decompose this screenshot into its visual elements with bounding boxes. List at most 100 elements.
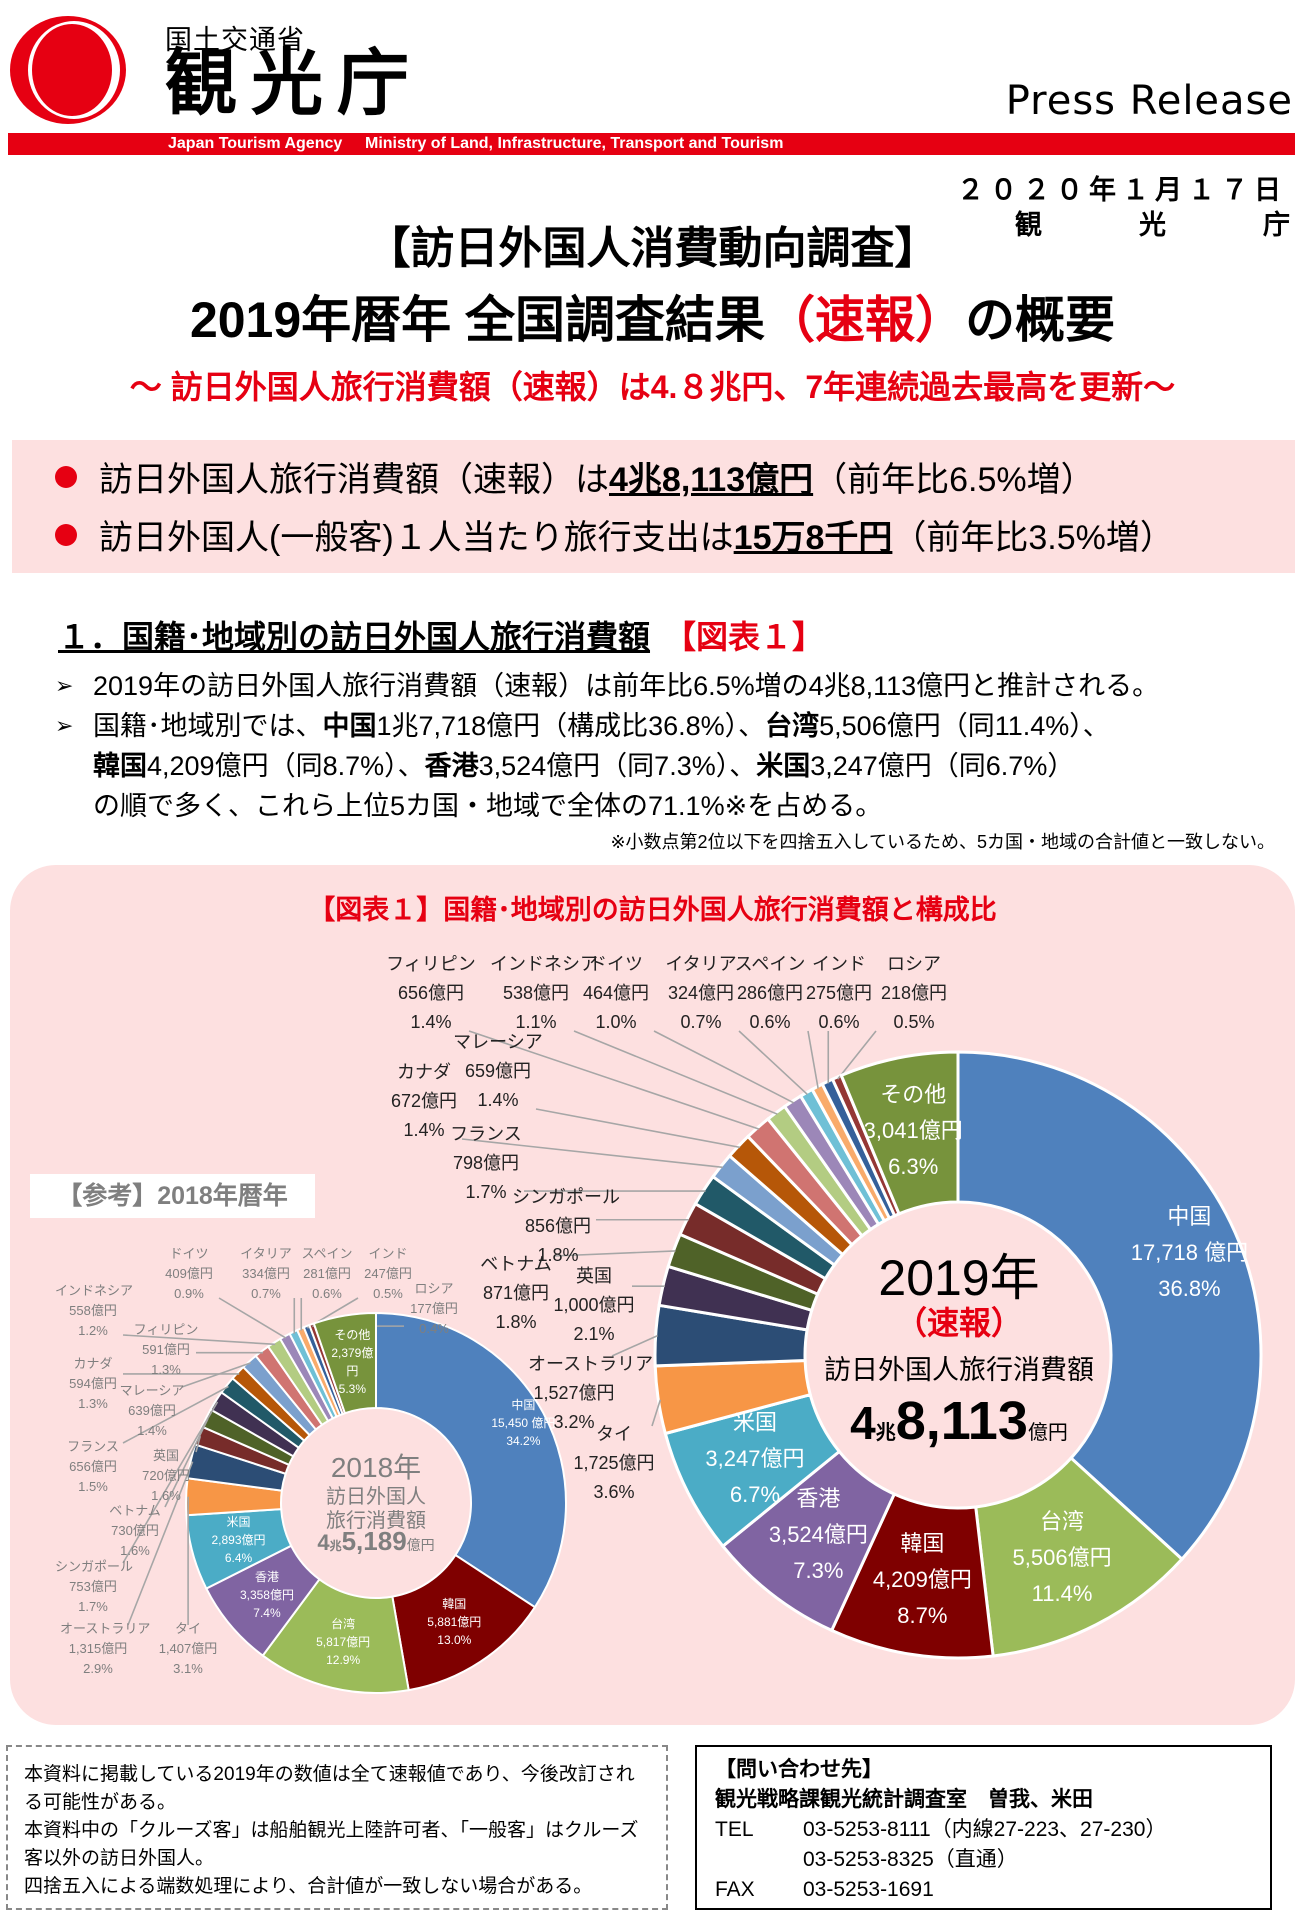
slice-label-name: カナダ bbox=[73, 1356, 113, 1371]
highlight-item: 訪日外国人(一般客)１人当たり旅行支出は 15万8千円 （前年比3.5%増） bbox=[55, 510, 1174, 559]
slice-label-amount: 730億円 bbox=[111, 1523, 159, 1538]
note-line: 本資料に掲載している2019年の数値は全て速報値であり、今後改訂される可能性があ… bbox=[24, 1764, 635, 1813]
slice-label-pct-label: 8.7% bbox=[897, 1603, 948, 1629]
slice-label-amount: 3,358億円 bbox=[239, 1587, 294, 1602]
slice-label: 英国 720億円 1.6% bbox=[128, 1446, 204, 1506]
slice-label-amount: 591億円 bbox=[142, 1342, 190, 1357]
slice-label-name: 香港 bbox=[796, 1486, 841, 1512]
slice-label-name: シンガポール bbox=[55, 1559, 134, 1574]
slice-label-amount: 464億円 bbox=[582, 983, 650, 1003]
slice-label: ドイツ 409億円 0.9% bbox=[151, 1244, 227, 1304]
slice-label-pct-label: 1.6% bbox=[120, 1543, 150, 1558]
slice-label: 英国 1,000億円 2.1% bbox=[548, 1262, 640, 1349]
slice-label-amount: 218億円 bbox=[880, 983, 948, 1003]
slice-label: ベトナム 730億円 1.6% bbox=[97, 1501, 173, 1561]
center-label-2018: 旅行消費額 bbox=[326, 1510, 426, 1532]
slice-label-pct-label: 1.1% bbox=[515, 1012, 557, 1032]
slice-label: 米国 2,893億円 6.4% bbox=[211, 1513, 265, 1567]
slice-label-amount: 15,450 億円 bbox=[491, 1416, 556, 1431]
slice-label-name: オーストラリア bbox=[528, 1354, 654, 1374]
center-total-2019: 4兆8,113億円 bbox=[850, 1390, 1068, 1452]
slice-label-name: フランス bbox=[67, 1439, 119, 1454]
highlight-value: 4兆8,113億円 bbox=[609, 461, 814, 499]
slice-label-name: 台湾 bbox=[1040, 1508, 1085, 1534]
bullet-text: 国籍･地域別では、中国1兆7,718億円（構成比36.8%）、台湾5,506億円… bbox=[93, 706, 1285, 826]
slice-label: インド 275億円 0.6% bbox=[793, 950, 885, 1037]
jta-logo bbox=[10, 16, 126, 124]
slice-label-name: インド bbox=[368, 1246, 408, 1261]
title-text: の概要 bbox=[965, 292, 1116, 348]
issuer-char: 庁 bbox=[1263, 210, 1290, 240]
note-line: 本資料中の「クルーズ客」は船舶観光上陸許可者、「一般客」はクルーズ客以外の訪日外… bbox=[24, 1820, 639, 1869]
center-preliminary: （速報） bbox=[894, 1305, 1024, 1341]
slice-label: ロシア 177億円 0.4% bbox=[396, 1279, 472, 1339]
slice-label: スペイン 286億円 0.6% bbox=[724, 950, 816, 1037]
page-title: 2019年暦年 全国調査結果（速報）の概要 bbox=[0, 280, 1305, 352]
slice-label-amount: 1,527億円 bbox=[533, 1383, 615, 1403]
slice-label-pct-label: 6.7% bbox=[729, 1481, 781, 1507]
slice-label-pct-label: 3.1% bbox=[173, 1661, 203, 1676]
slice-label-name: オーストラリア bbox=[60, 1621, 151, 1636]
slice-label: スペイン 281億円 0.6% bbox=[289, 1244, 365, 1304]
slice-label-pct-label: 7.3% bbox=[793, 1558, 844, 1584]
release-date: ２０２０年１月１７日 bbox=[957, 175, 1287, 205]
slice-label-name: ロシア bbox=[414, 1281, 454, 1296]
slice-label: インド 247億円 0.5% bbox=[350, 1244, 426, 1304]
slice-label-amount: 17,718 億円 bbox=[1130, 1239, 1249, 1265]
slice-label-amount: 1,000億円 bbox=[553, 1295, 635, 1315]
arrow-icon: ➢ bbox=[55, 673, 74, 698]
slice-label-amount: 798億円 bbox=[452, 1153, 520, 1173]
slice-label-name: フィリピン bbox=[133, 1322, 199, 1337]
slice-label-pct-label: 0.6% bbox=[818, 1012, 860, 1032]
tel-number-direct: 03-5253-8325（直通） bbox=[803, 1848, 1018, 1871]
slice-label-amount: 286億円 bbox=[736, 983, 804, 1003]
slice-label-pct-label: 1.8% bbox=[495, 1312, 537, 1332]
slice-label-pct-label: 1.7% bbox=[465, 1182, 507, 1202]
slice-label-name: ベトナム bbox=[109, 1503, 161, 1518]
highlight-value: 15万8千円 bbox=[733, 519, 893, 557]
fax-label: FAX bbox=[715, 1878, 755, 1901]
tel-label: TEL bbox=[715, 1818, 754, 1841]
slice-label-name: 台湾 bbox=[331, 1616, 356, 1631]
rounding-note: ※小数点第2位以下を四捨五入しているため、5カ国・地域の合計値と一致しない。 bbox=[610, 832, 1275, 852]
slice-label: 香港 3,524億円 7.3% bbox=[769, 1481, 868, 1589]
slice-label: タイ 1,407億円 3.1% bbox=[150, 1619, 226, 1679]
total-part: 8,113 bbox=[895, 1391, 1028, 1451]
slice-label-name: 米国 bbox=[732, 1409, 777, 1435]
slice-label-name: ロシア bbox=[887, 954, 941, 974]
slice-label: インドネシア 558億円 1.2% bbox=[55, 1281, 133, 1341]
center-label-2019: 訪日外国人旅行消費額 bbox=[824, 1355, 1094, 1385]
agency-name: 観光庁 bbox=[165, 44, 424, 124]
slice-label-name: タイ bbox=[174, 1621, 201, 1636]
seg: 国籍･地域別では、 bbox=[93, 711, 323, 741]
total-part: 兆 bbox=[329, 1539, 342, 1553]
contact-dept: 観光戦略課観光統計調査室 曽我、米田 bbox=[715, 1788, 1093, 1811]
seg: 5,506億円（同11.4%）、 bbox=[819, 711, 1110, 741]
highlight-item: 訪日外国人旅行消費額（速報）は 4兆8,113億円 （前年比6.5%増） bbox=[55, 452, 1095, 501]
slice-label-pct-label: 5.3% bbox=[338, 1382, 367, 1397]
slice-label: 台湾 5,506億円 11.4% bbox=[1013, 1504, 1112, 1612]
slice-label-amount: 1,315億円 bbox=[68, 1641, 128, 1656]
slice-label-pct-label: 12.9% bbox=[326, 1652, 361, 1667]
total-part: 兆 bbox=[875, 1422, 896, 1444]
bullet-dot-icon bbox=[55, 465, 77, 488]
slice-label-amount: 871億円 bbox=[482, 1283, 550, 1303]
slice-label-name: マレーシア bbox=[453, 1032, 543, 1052]
slice-label-pct-label: 2.1% bbox=[573, 1324, 615, 1344]
slice-label-pct-label: 1.7% bbox=[78, 1599, 108, 1614]
slice-label-name: 英国 bbox=[152, 1448, 179, 1463]
slice-label: オーストラリア 1,315億円 2.9% bbox=[60, 1619, 151, 1679]
slice-label: 香港 3,358億円 7.4% bbox=[240, 1568, 294, 1622]
slice-label-name: フランス bbox=[450, 1124, 522, 1144]
slice-label-name: イタリア bbox=[240, 1246, 292, 1261]
slice-label-name: インドネシア bbox=[490, 954, 598, 974]
slice-label: その他 2,379億円 5.3% bbox=[330, 1326, 374, 1398]
center-year-2019: 2019年 bbox=[878, 1250, 1040, 1306]
slice-label-pct-label: 1.0% bbox=[595, 1012, 637, 1032]
slice-label: シンガポール 753億円 1.7% bbox=[55, 1557, 134, 1617]
slice-label-name: ドイツ bbox=[589, 954, 643, 974]
seg: 3,524億円（同7.3%）、 bbox=[478, 751, 757, 781]
seg: 1兆7,718億円（構成比36.8%）、 bbox=[376, 711, 766, 741]
slice-label-pct-label: 0.4% bbox=[419, 1321, 449, 1336]
issuer: 観 光 庁 bbox=[1015, 203, 1290, 242]
